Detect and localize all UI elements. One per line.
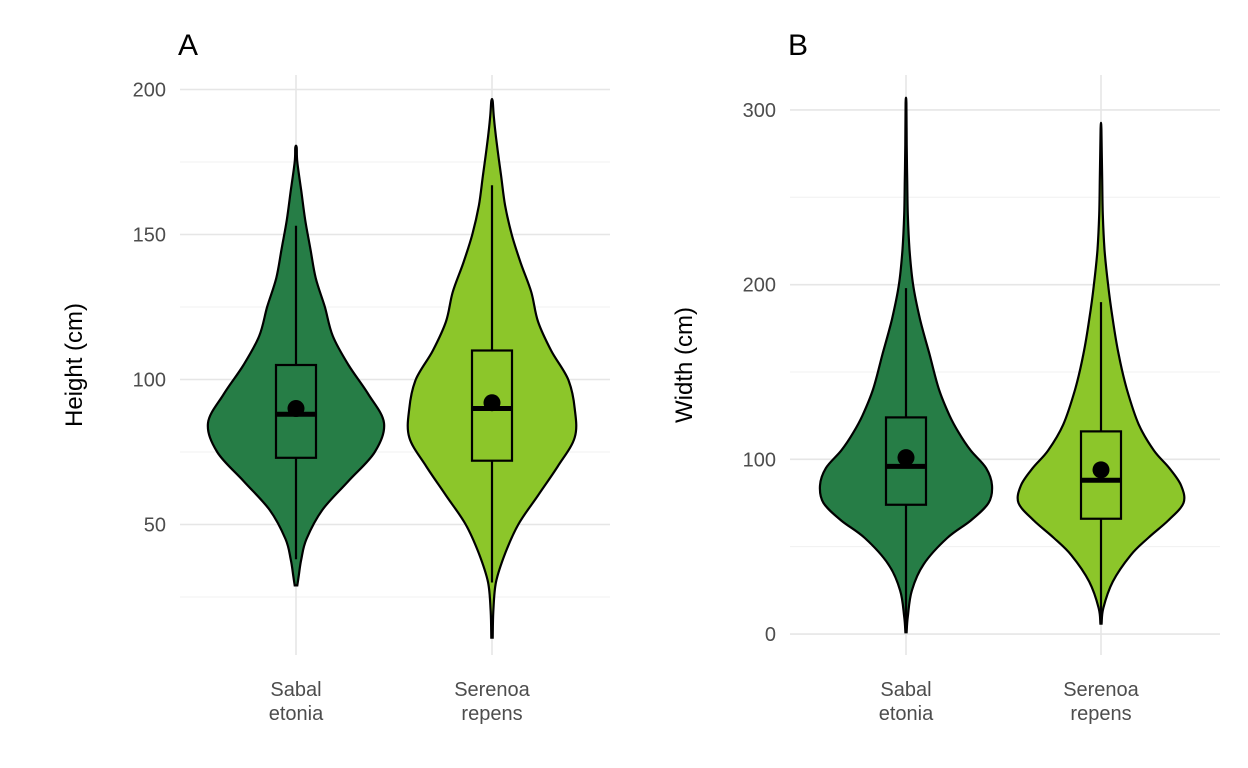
iqr-box [274,363,318,459]
x-tick-label: Sabal etonia [269,679,324,725]
x-tick-label: Serenoa repens [1063,679,1139,725]
panel-tag: A [178,29,198,62]
y-tick-label: 100 [743,449,776,471]
y-tick-label: 50 [144,515,166,537]
y-tick-label: 0 [765,624,776,646]
panel-a: 50 100 150 200 A Height (cm) Sabal etonia Sereno… [61,29,610,725]
y-tick-label: 150 [133,225,166,247]
x-tick-label-line: Sabal [880,679,931,701]
panel-tag: B [788,29,808,62]
y-tick-label: 300 [743,100,776,122]
y-axis-title: Height (cm) [61,303,88,427]
x-tick-label: Sabal etonia [879,679,934,725]
y-tick-label: 200 [743,275,776,297]
mean-point [897,449,915,467]
x-tick-label-line: repens [1070,703,1131,725]
x-tick-label-line: Serenoa [1063,679,1139,701]
mean-point [483,394,501,412]
x-tick-label-line: etonia [879,703,934,725]
violin-1 [406,97,578,639]
y-tick-label: 200 [133,80,166,102]
iqr-box [884,416,928,506]
y-tick-label: 100 [133,370,166,392]
x-tick-label-line: Sabal [270,679,321,701]
panel-b: 0 100 200 300 B Width (cm) Sabal etonia Serenoa r… [671,29,1220,725]
x-tick-label-line: Serenoa [454,679,530,701]
mean-point [1092,461,1110,479]
iqr-box [470,349,514,462]
iqr-box [1079,430,1123,520]
x-tick-label: Serenoa repens [454,679,530,725]
x-tick-label-line: etonia [269,703,324,725]
mean-point [287,400,305,417]
x-tick-label-line: repens [461,703,522,725]
y-axis-title: Width (cm) [671,307,698,423]
